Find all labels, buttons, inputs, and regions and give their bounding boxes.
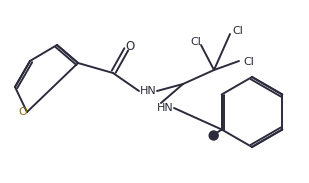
Text: Cl: Cl — [243, 57, 254, 67]
Text: Cl: Cl — [191, 37, 201, 47]
Text: Cl: Cl — [232, 26, 243, 36]
Text: O: O — [125, 40, 135, 53]
Circle shape — [209, 131, 218, 140]
Text: HN: HN — [157, 103, 173, 113]
Text: O: O — [19, 107, 28, 117]
Text: HN: HN — [140, 86, 156, 96]
